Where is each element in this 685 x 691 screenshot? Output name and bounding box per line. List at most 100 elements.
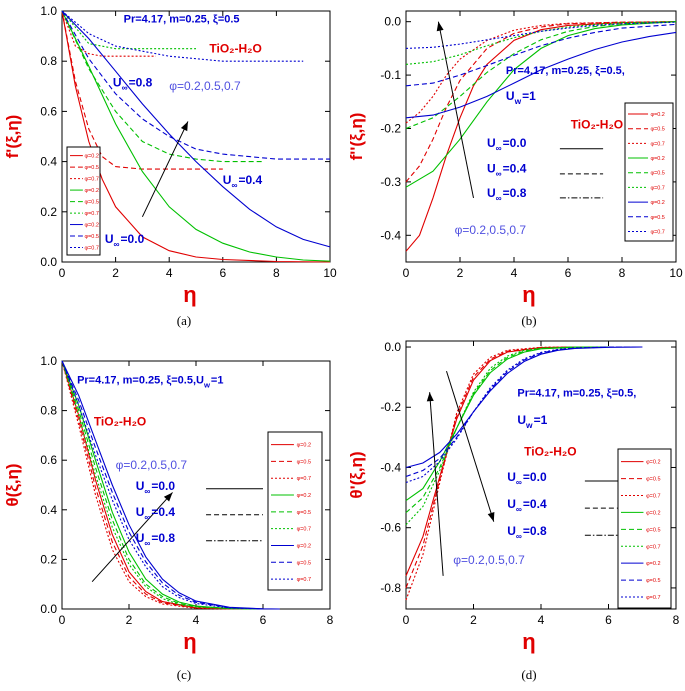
legend-label: φ=0.2: [646, 460, 660, 466]
arrow-head: [180, 121, 188, 132]
y-tick-label: 0.0: [384, 340, 401, 354]
series-line: [61, 360, 264, 610]
legend-label: φ=0.2: [650, 156, 664, 162]
legend-label: φ=0.2: [84, 188, 98, 194]
y-tick-label: 0.4: [40, 503, 57, 517]
legend-box: [267, 431, 323, 591]
legend-label: φ=0.7: [297, 527, 311, 533]
annotation-label: U∞ =0.8: [507, 524, 547, 541]
arrow-head: [163, 492, 173, 502]
legend-label: φ=0.7: [650, 185, 664, 191]
x-tick-label: 10: [669, 266, 683, 280]
y-tick-label: 0.8: [40, 54, 57, 68]
legend-label: φ=0.7: [84, 246, 98, 252]
series-line: [61, 360, 264, 610]
y-tick-label: 0.2: [40, 552, 57, 566]
x-tick-label: 6: [260, 613, 267, 627]
annotation-label: TiO₂-H₂O: [209, 41, 261, 55]
annotation-label: φ=0.2,0.5,0.7: [116, 458, 188, 472]
legend-label: φ=0.2: [84, 154, 98, 160]
x-tick-label: 6: [605, 613, 612, 627]
series-line: [405, 31, 677, 119]
series-line: [61, 10, 156, 57]
legend-label: φ=0.7: [84, 211, 98, 217]
legend-label: φ=0.5: [84, 200, 98, 206]
panel-caption: (a): [177, 313, 191, 328]
legend-label: φ=0.5: [646, 527, 660, 533]
y-axis-label: f'(ξ,η): [3, 115, 22, 159]
x-axis-label: η: [522, 282, 535, 307]
plot-frame: [405, 10, 677, 263]
series-line: [405, 346, 609, 514]
legend-label: φ=0.2: [646, 510, 660, 516]
arrow-shaft: [437, 21, 474, 199]
panel-d: 0 2 4 6 8 -0.8 -0.6 -0.4 -0.2 0.0 η θ'(ξ,η) Pr=4.17,…: [347, 340, 680, 682]
legend-label: φ=0.5: [646, 477, 660, 483]
annotation-label: Pr=4.17, m=0.25, ξ=0.5,: [506, 65, 625, 77]
y-tick-label: -0.1: [380, 68, 401, 82]
x-tick-label: 8: [673, 613, 680, 627]
legend-box: [624, 102, 674, 242]
y-tick-label: -0.2: [380, 121, 401, 135]
arrow-head: [487, 512, 495, 522]
y-tick-label: -0.4: [380, 228, 401, 242]
legend-label: φ=0.7: [650, 229, 664, 235]
legend-box: [66, 146, 101, 256]
y-axis-label: θ(ξ,η): [3, 463, 22, 506]
x-tick-label: 8: [327, 613, 334, 627]
y-tick-label: 0.0: [40, 255, 57, 269]
y-tick-label: -0.6: [380, 521, 401, 535]
series-line: [61, 10, 223, 170]
annotation-label: Uw =1: [517, 413, 547, 430]
annotation-label: TiO₂-H₂O: [94, 414, 146, 428]
annotation-label: U∞ =0.8: [136, 531, 176, 548]
series-line: [405, 23, 677, 87]
series-line: [405, 21, 677, 49]
x-axis-label: η: [522, 629, 535, 654]
legend-label: φ=0.7: [650, 141, 664, 147]
annotation-label: φ=0.2,0.5,0.7: [169, 79, 241, 93]
series-line: [61, 10, 331, 262]
y-tick-label: 0.6: [40, 104, 57, 118]
legend-label: φ=0.2: [297, 443, 311, 449]
annotation-label: U∞ =0.0: [136, 479, 176, 496]
y-axis-label: θ'(ξ,η): [347, 451, 366, 498]
arrow-shaft: [429, 392, 444, 576]
arrow-shaft: [446, 370, 495, 522]
series-line: [61, 360, 264, 610]
panel-caption: (c): [177, 667, 191, 682]
arrow-head: [426, 392, 434, 402]
x-tick-label: 2: [112, 266, 119, 280]
annotation-label: U∞ =0.8: [487, 186, 527, 203]
series-line: [405, 21, 677, 183]
plot-frame: [61, 10, 331, 263]
y-tick-label: 0.0: [40, 602, 57, 616]
y-tick-label: -0.2: [380, 400, 401, 414]
annotation-label: U∞ =0.0: [105, 232, 145, 249]
arrow-head: [436, 21, 444, 32]
y-tick-label: -0.8: [380, 581, 401, 595]
legend-label: φ=0.5: [297, 560, 311, 566]
legend-label: φ=0.5: [650, 127, 664, 133]
x-tick-label: 0: [403, 266, 410, 280]
series-line: [405, 346, 643, 484]
series-line: [405, 346, 643, 478]
series-line: [405, 21, 677, 188]
x-tick-label: 10: [323, 266, 337, 280]
legend-label: φ=0.5: [646, 578, 660, 584]
legend-label: φ=0.5: [84, 234, 98, 240]
x-tick-label: 6: [565, 266, 572, 280]
legend-label: φ=0.5: [650, 171, 664, 177]
annotation-label: U∞ =0.0: [507, 470, 547, 487]
y-tick-label: 1.0: [40, 354, 57, 368]
legend-label: φ=0.7: [646, 494, 660, 500]
arrow-shaft: [141, 121, 189, 218]
legend-label: φ=0.7: [646, 595, 660, 601]
legend-label: φ=0.5: [650, 215, 664, 221]
panel-a: 0 2 4 6 8 10 0.0 0.2 0.4 0.6 0.8 1.0 η f'(ξ,η) Pr=4.17…: [3, 4, 337, 328]
y-tick-label: 0.2: [40, 205, 57, 219]
legend-label: φ=0.2: [650, 200, 664, 206]
annotation-label: U∞ =0.0: [487, 136, 527, 153]
series-line: [61, 10, 330, 160]
